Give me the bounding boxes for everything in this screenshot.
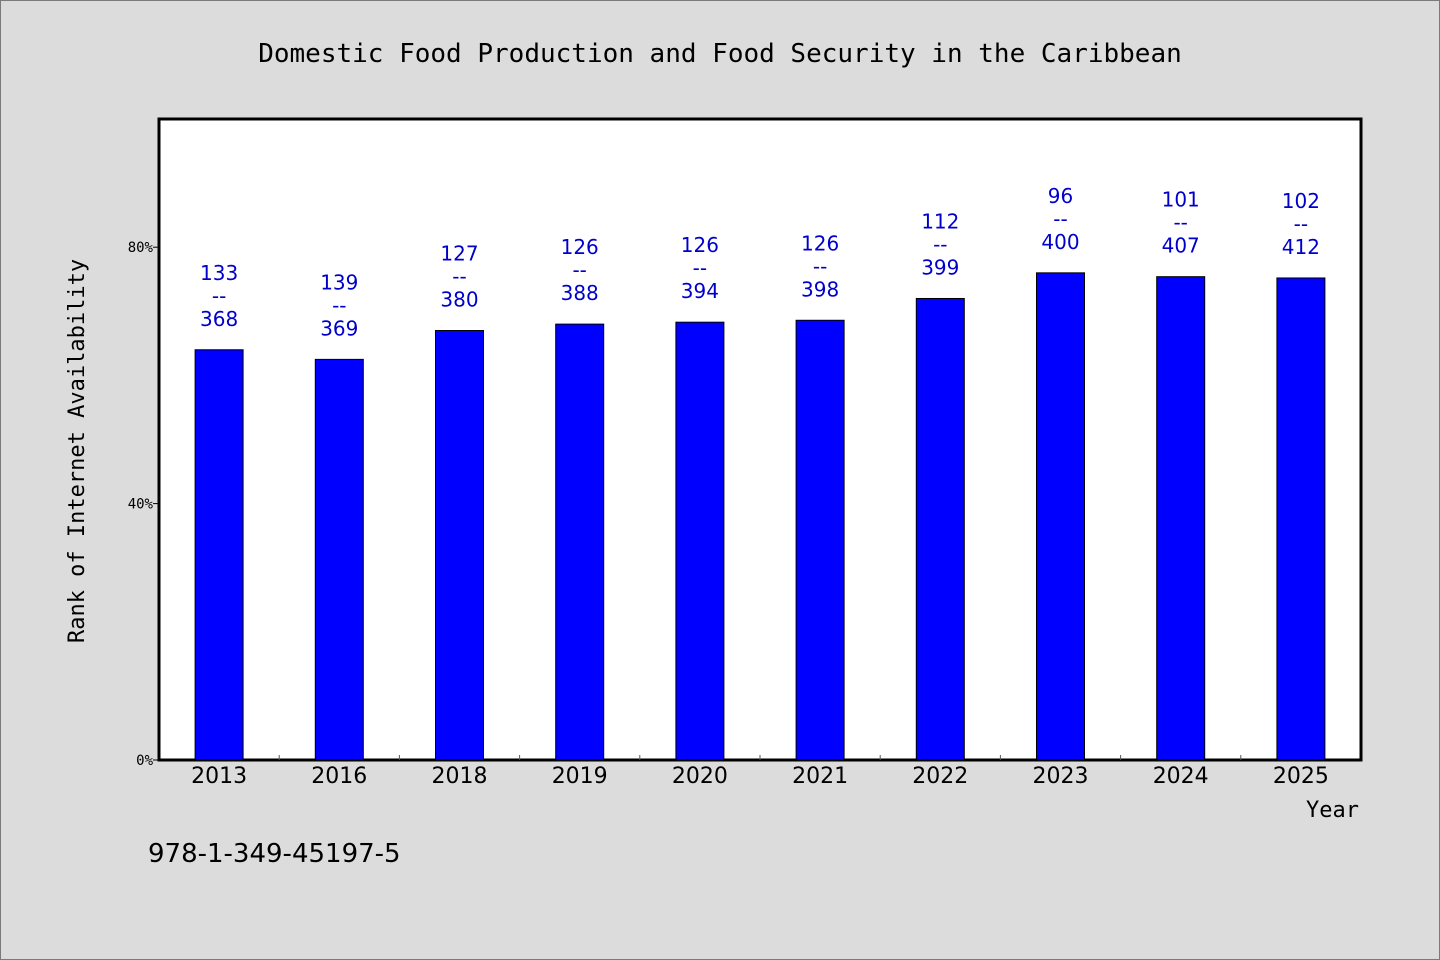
data-label-top: 112	[921, 209, 959, 233]
data-label-top: 127	[440, 242, 478, 266]
bars	[194, 272, 1326, 761]
data-label-separator: --	[813, 254, 827, 278]
data-label-bottom: 368	[200, 307, 238, 331]
data-label-separator: --	[1173, 211, 1187, 235]
data-label-top: 133	[200, 261, 238, 285]
x-tick-label: 2018	[432, 764, 488, 789]
data-label-separator: --	[572, 258, 586, 282]
bar	[435, 330, 484, 761]
data-label-bottom: 407	[1162, 234, 1200, 258]
data-label-top: 126	[801, 231, 839, 255]
bar	[675, 321, 725, 761]
x-tick-label: 2025	[1273, 764, 1329, 789]
bar	[1156, 276, 1206, 761]
data-label-separator: --	[693, 256, 707, 280]
x-tick-label: 2022	[912, 764, 968, 789]
data-label-top: 126	[561, 235, 599, 259]
data-label-separator: --	[212, 284, 226, 308]
x-tick-label: 2016	[311, 764, 367, 789]
data-label-bottom: 388	[561, 281, 599, 305]
data-label-bottom: 394	[681, 279, 719, 303]
x-tick-label: 2013	[191, 764, 247, 789]
bar	[1036, 272, 1085, 761]
x-axis-ticks: 2013 2016 2018 2019 2020 2021 2022 2023 2024 2025	[191, 755, 1329, 789]
data-label-top: 139	[320, 270, 358, 294]
data-label-bottom: 399	[921, 255, 959, 279]
bar	[795, 319, 845, 761]
data-label-separator: --	[933, 232, 947, 256]
data-label-top: 102	[1282, 189, 1320, 213]
y-axis-label: Rank of Internet Availability	[65, 259, 90, 643]
x-axis-label: Year	[1306, 798, 1359, 823]
data-label-top: 101	[1162, 188, 1200, 212]
data-label-top: 126	[681, 233, 719, 257]
x-tick-label: 2021	[792, 764, 848, 789]
data-label-bottom: 412	[1282, 235, 1320, 259]
bar	[314, 358, 364, 761]
x-tick-label: 2023	[1033, 764, 1089, 789]
data-label-top: 96	[1048, 184, 1073, 208]
x-tick-label: 2019	[552, 764, 608, 789]
data-labels: 133--368139--369127--380126--388126--394…	[200, 184, 1320, 341]
y-tick-label: 40%	[128, 497, 154, 513]
data-label-separator: --	[452, 265, 466, 289]
bar	[555, 323, 605, 761]
y-tick-label: 0%	[136, 753, 153, 769]
x-tick-label: 2024	[1153, 764, 1209, 789]
data-label-separator: --	[1294, 212, 1308, 236]
bar	[1276, 277, 1326, 761]
data-label-bottom: 400	[1041, 230, 1079, 254]
x-tick-label: 2020	[672, 764, 728, 789]
data-label-separator: --	[1053, 207, 1067, 231]
data-label-bottom: 369	[320, 316, 358, 340]
bar	[915, 297, 965, 761]
data-label-bottom: 380	[440, 288, 478, 312]
y-axis-ticks: 0% 40% 80%	[128, 240, 159, 769]
chart-title: Domestic Food Production and Food Securi…	[258, 39, 1182, 69]
data-label-separator: --	[332, 293, 346, 317]
isbn-text: 978-1-349-45197-5	[148, 839, 401, 869]
data-label-bottom: 398	[801, 277, 839, 301]
bar	[194, 349, 244, 761]
y-tick-label: 80%	[128, 240, 154, 256]
